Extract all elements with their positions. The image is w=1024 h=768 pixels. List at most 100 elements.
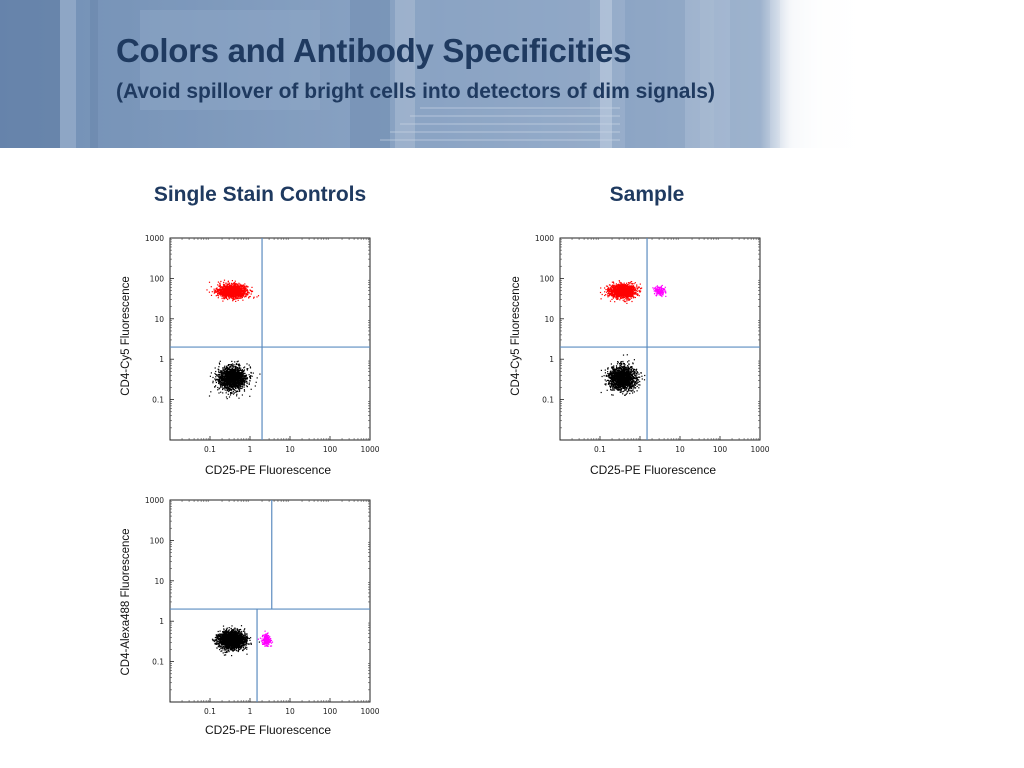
data-point <box>246 378 248 380</box>
data-point <box>627 299 629 301</box>
data-point <box>654 290 656 292</box>
data-point <box>604 291 606 293</box>
data-point <box>622 290 624 292</box>
data-point <box>212 376 214 379</box>
data-point <box>248 296 250 298</box>
data-point <box>233 285 235 287</box>
data-point <box>243 285 245 287</box>
data-point <box>223 296 225 299</box>
data-point <box>661 290 663 292</box>
data-point <box>659 294 661 296</box>
data-point <box>659 287 661 290</box>
data-point <box>221 384 223 386</box>
data-point <box>618 288 620 290</box>
data-point <box>250 375 252 377</box>
data-point <box>621 283 623 285</box>
data-point <box>659 291 661 293</box>
data-point <box>620 282 622 284</box>
data-point <box>233 389 235 391</box>
data-point <box>613 289 615 291</box>
data-point <box>242 384 244 386</box>
data-point <box>235 294 237 296</box>
data-point <box>620 288 622 290</box>
data-point <box>229 290 231 292</box>
data-point <box>633 381 635 383</box>
data-point <box>212 380 214 382</box>
data-point <box>243 369 245 371</box>
data-point <box>631 283 634 285</box>
data-point <box>236 284 239 286</box>
data-point <box>625 297 627 299</box>
data-point <box>225 396 228 398</box>
data-point <box>653 288 655 290</box>
data-point <box>225 282 227 284</box>
data-point <box>249 395 251 397</box>
data-point <box>241 382 243 384</box>
data-point <box>230 282 233 284</box>
data-point <box>232 290 234 292</box>
data-point <box>226 377 228 379</box>
data-point <box>605 285 608 287</box>
data-point <box>229 293 231 295</box>
data-point <box>240 296 242 298</box>
data-point <box>226 398 228 400</box>
data-point <box>239 374 241 376</box>
data-point <box>239 287 241 289</box>
data-point <box>608 292 610 294</box>
data-point <box>221 289 223 291</box>
data-point <box>244 285 246 287</box>
data-point <box>615 296 617 298</box>
data-point <box>237 360 239 362</box>
data-point <box>241 374 243 376</box>
data-point <box>224 373 226 375</box>
data-point <box>238 292 240 294</box>
data-point <box>656 293 658 295</box>
data-point <box>232 363 234 365</box>
data-point <box>228 282 231 284</box>
data-point <box>233 384 235 386</box>
data-point <box>246 368 248 370</box>
data-point <box>229 369 231 371</box>
data-point <box>223 279 226 281</box>
data-point <box>221 291 223 293</box>
data-point <box>223 281 225 283</box>
data-point <box>241 376 243 378</box>
data-point <box>233 369 235 371</box>
data-point <box>224 379 226 382</box>
data-point <box>221 287 223 289</box>
data-point <box>614 288 616 290</box>
data-point <box>218 290 220 292</box>
data-point <box>235 367 237 369</box>
data-point <box>226 372 228 374</box>
data-point <box>658 292 660 294</box>
data-point <box>229 286 231 288</box>
data-point <box>245 376 247 378</box>
data-point <box>633 291 635 294</box>
data-point <box>236 286 238 288</box>
data-point <box>624 292 626 294</box>
x-tick-label: 0.1 <box>594 445 606 454</box>
data-point <box>220 385 222 387</box>
data-point <box>626 290 628 293</box>
data-point <box>235 289 237 291</box>
data-point <box>610 292 612 294</box>
data-point <box>222 292 224 294</box>
data-point <box>231 297 233 299</box>
data-point <box>222 290 224 292</box>
data-point <box>610 286 612 288</box>
data-point <box>235 381 237 383</box>
data-point <box>223 372 225 374</box>
data-point <box>225 374 227 376</box>
data-point <box>229 385 232 387</box>
data-point <box>237 363 239 366</box>
data-point <box>233 287 235 289</box>
data-point <box>228 373 230 375</box>
data-point <box>232 380 235 382</box>
data-point <box>617 288 619 291</box>
data-point <box>617 296 619 298</box>
data-point <box>623 294 625 296</box>
data-point <box>227 293 229 295</box>
data-point <box>631 289 633 291</box>
data-point <box>236 393 238 395</box>
data-point <box>627 292 629 294</box>
